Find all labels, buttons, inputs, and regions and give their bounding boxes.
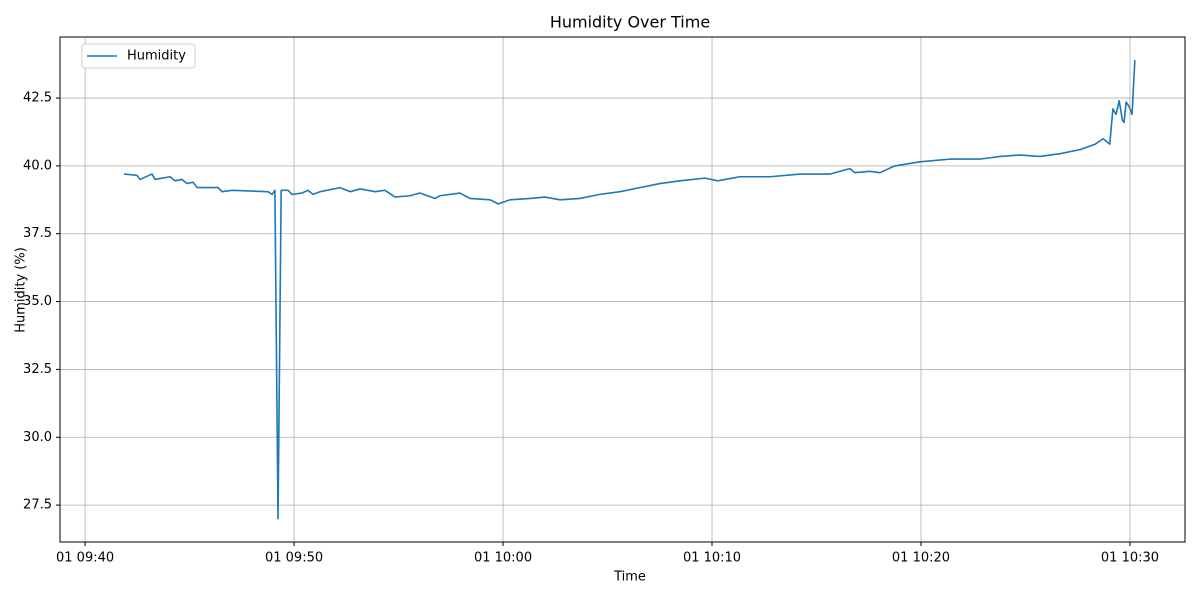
plot-frame <box>59 36 1186 543</box>
y-tick-label: 42.5 <box>23 91 52 106</box>
legend-box <box>81 43 196 69</box>
y-tick-label: 37.5 <box>23 226 52 241</box>
y-tick-label: 40.0 <box>23 158 52 173</box>
x-tick-label: 01 09:40 <box>56 551 114 566</box>
y-tick-label: 35.0 <box>23 294 52 309</box>
x-axis-label: Time <box>613 570 646 585</box>
x-tick-label: 01 10:00 <box>474 551 532 566</box>
legend-label: Humidity <box>127 49 186 64</box>
y-tick-label: 32.5 <box>23 362 52 377</box>
x-tick-label: 01 10:10 <box>683 551 741 566</box>
x-tick-label: 01 10:30 <box>1101 551 1159 566</box>
y-axis-label: Humidity (%) <box>14 247 29 333</box>
y-tick-label: 27.5 <box>23 498 52 513</box>
chart-title: Humidity Over Time <box>550 13 710 32</box>
data-line <box>124 60 1136 520</box>
y-tick-label: 30.0 <box>23 430 52 445</box>
x-tick-label: 01 09:50 <box>265 551 323 566</box>
x-tick-label: 01 10:20 <box>892 551 950 566</box>
